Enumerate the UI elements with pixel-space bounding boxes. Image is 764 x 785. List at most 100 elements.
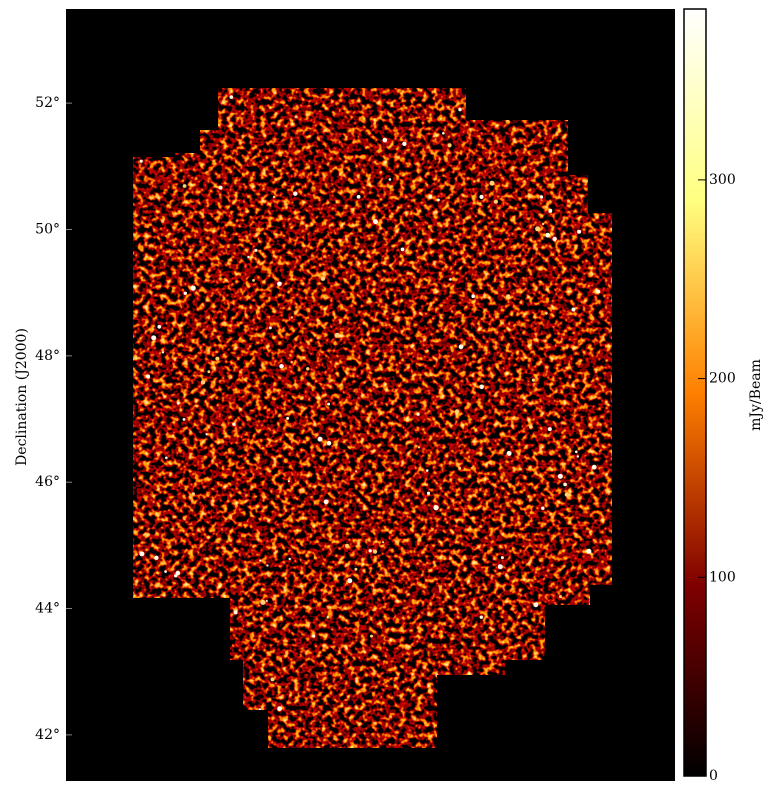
source bbox=[400, 247, 405, 252]
source bbox=[577, 229, 582, 234]
source bbox=[326, 615, 330, 619]
source bbox=[157, 324, 162, 329]
source bbox=[479, 384, 484, 390]
y-tick-label: 46° bbox=[35, 474, 60, 490]
source bbox=[529, 425, 533, 429]
source bbox=[493, 199, 498, 204]
source bbox=[436, 198, 440, 202]
source bbox=[233, 610, 238, 615]
source bbox=[552, 236, 557, 242]
source bbox=[547, 427, 552, 432]
source bbox=[288, 557, 291, 561]
source bbox=[382, 541, 385, 544]
source bbox=[449, 278, 452, 281]
source bbox=[586, 548, 592, 554]
source bbox=[596, 289, 601, 294]
source bbox=[356, 194, 361, 199]
source bbox=[252, 279, 255, 282]
source bbox=[175, 570, 181, 576]
source bbox=[312, 634, 316, 638]
source bbox=[320, 276, 326, 281]
source bbox=[426, 349, 429, 353]
source bbox=[370, 634, 373, 638]
source bbox=[266, 564, 269, 567]
source bbox=[506, 450, 512, 456]
source bbox=[190, 285, 196, 291]
source bbox=[382, 137, 388, 143]
source bbox=[535, 226, 541, 232]
colorbar-tick-label: 300 bbox=[709, 172, 736, 188]
source bbox=[164, 570, 167, 573]
y-tick-label: 44° bbox=[35, 601, 60, 617]
source bbox=[479, 615, 483, 619]
source bbox=[533, 602, 539, 608]
source bbox=[506, 294, 511, 299]
source bbox=[161, 351, 164, 354]
source bbox=[564, 492, 569, 497]
source bbox=[559, 595, 562, 599]
source bbox=[139, 551, 145, 557]
y-tick-label: 50° bbox=[35, 221, 60, 237]
source bbox=[176, 401, 180, 405]
source bbox=[277, 706, 282, 712]
source bbox=[372, 549, 378, 554]
source bbox=[182, 418, 186, 421]
source bbox=[447, 143, 452, 148]
source bbox=[416, 412, 420, 416]
source bbox=[497, 564, 503, 570]
source bbox=[345, 543, 349, 548]
source bbox=[326, 440, 332, 446]
source bbox=[205, 433, 208, 436]
source bbox=[174, 574, 178, 578]
source bbox=[182, 184, 187, 188]
source bbox=[368, 549, 372, 553]
source bbox=[458, 344, 464, 350]
source bbox=[433, 505, 439, 511]
source bbox=[334, 332, 340, 338]
y-axis-label: Declination (J2000) bbox=[14, 328, 30, 466]
source bbox=[268, 326, 272, 330]
source bbox=[279, 364, 284, 369]
y-tick-label: 52° bbox=[35, 95, 60, 111]
source bbox=[355, 470, 358, 473]
y-tick-label: 48° bbox=[35, 348, 60, 364]
source bbox=[557, 473, 563, 479]
source bbox=[247, 255, 250, 259]
source bbox=[272, 195, 276, 199]
y-tick-label: 42° bbox=[35, 727, 60, 743]
source bbox=[183, 291, 187, 295]
source bbox=[254, 248, 258, 252]
source bbox=[151, 335, 157, 341]
source bbox=[347, 578, 353, 584]
source bbox=[354, 567, 358, 571]
source bbox=[479, 194, 484, 199]
source bbox=[277, 281, 282, 287]
source bbox=[306, 367, 310, 371]
source bbox=[433, 135, 436, 138]
source bbox=[489, 180, 495, 186]
colorbar-tick-label: 0 bbox=[709, 768, 718, 781]
source bbox=[327, 402, 331, 406]
source bbox=[575, 450, 578, 454]
colorbar-tick-label: 100 bbox=[709, 569, 736, 585]
source bbox=[293, 191, 298, 196]
source bbox=[154, 555, 159, 560]
source bbox=[290, 316, 293, 319]
source bbox=[548, 208, 553, 213]
source bbox=[563, 482, 567, 487]
colorbar bbox=[683, 8, 707, 777]
source bbox=[471, 294, 476, 299]
source bbox=[232, 422, 236, 426]
source bbox=[165, 456, 168, 460]
source bbox=[207, 370, 211, 374]
source bbox=[323, 499, 329, 505]
source bbox=[541, 222, 545, 226]
source bbox=[290, 361, 293, 364]
source bbox=[200, 380, 206, 385]
source bbox=[541, 506, 545, 510]
source bbox=[539, 195, 544, 199]
source bbox=[373, 219, 378, 225]
source bbox=[426, 491, 431, 495]
source bbox=[458, 107, 462, 112]
